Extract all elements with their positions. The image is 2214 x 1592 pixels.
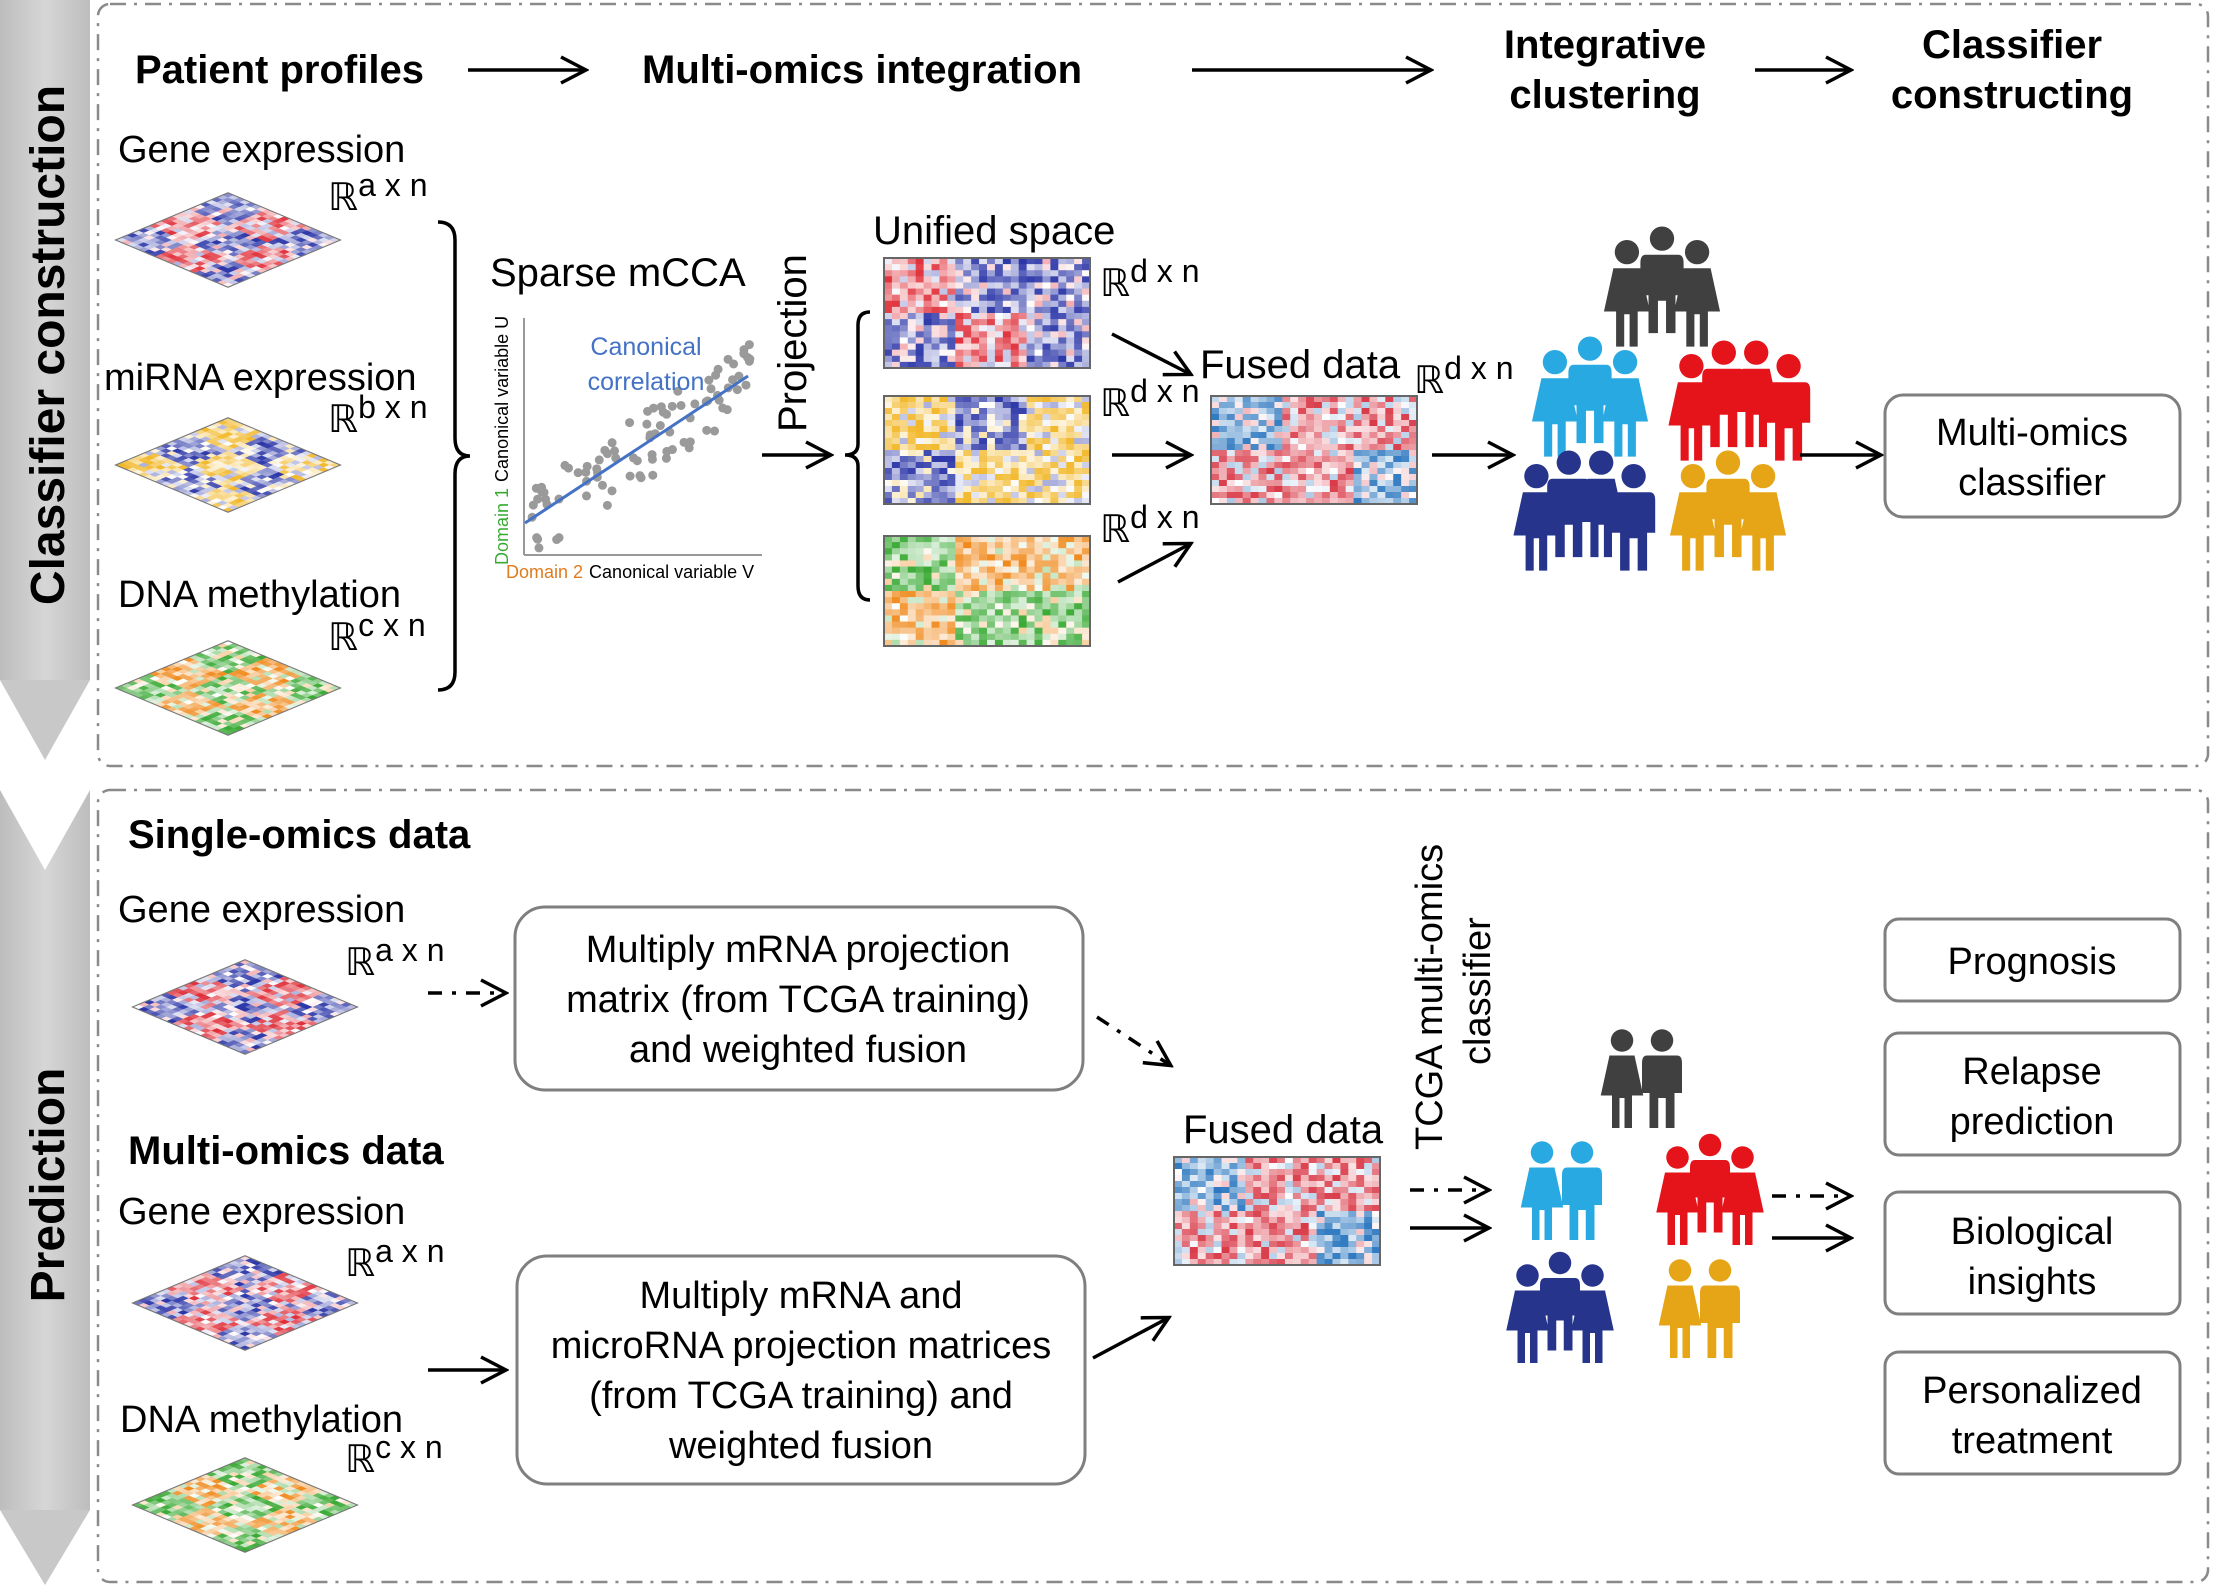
tcga-classifier-label-1: TCGA multi-omics	[1409, 844, 1451, 1150]
dim-gene: ℝa x n	[328, 167, 427, 219]
header-clustering-2: clustering	[1509, 73, 1700, 117]
tcga-classifier-label-2: classifier	[1457, 917, 1499, 1065]
cca-y-axis-label: Domain 1Canonical variable U	[492, 316, 512, 565]
projection-box-single	[513, 905, 1085, 1092]
dim-mirna: ℝb x n	[328, 389, 427, 441]
fused-data-heatmap-top	[1210, 395, 1418, 505]
fused-data-title-bottom: Fused data	[1183, 1108, 1384, 1152]
unified-heatmap-mirna	[883, 395, 1091, 505]
box1-to-fused-arrow	[1096, 1015, 1170, 1065]
box2-to-fused-arrow	[1092, 1318, 1168, 1360]
box2-line3: (from TCGA training) and	[589, 1375, 1013, 1417]
dim-dna: ℝc x n	[328, 607, 426, 659]
box2-line4: weighted fusion	[668, 1425, 933, 1467]
box1-line3: and weighted fusion	[629, 1029, 967, 1071]
unified-heatmap-dna	[883, 535, 1091, 647]
cca-x-axis-label: Domain 2 Canonical variable V	[506, 562, 754, 582]
patient-clusters-bottom	[1506, 1029, 1764, 1363]
multi-omics-title: Multi-omics data	[128, 1129, 444, 1173]
canonical-correlation-line	[524, 374, 749, 525]
multiomics-classifier-text-1: Multi-omics	[1936, 412, 2128, 454]
prediction-frame	[96, 788, 2210, 1584]
outcome-box-personalized	[1883, 1350, 2182, 1476]
pred-dna-heatmap	[131, 1457, 359, 1553]
outcome-prognosis: Prognosis	[1948, 941, 2117, 983]
header-clustering-1: Integrative	[1504, 23, 1706, 67]
fused-data-title-top: Fused data	[1200, 343, 1401, 387]
fuse-arrow-3	[1117, 544, 1190, 584]
box1-line1: Multiply mRNA projection	[586, 929, 1010, 971]
header-classifier-1: Classifier	[1922, 23, 2102, 67]
canonical-label-2: correlation	[588, 368, 705, 396]
projection-box-multi	[515, 1254, 1087, 1486]
pred-gene-heatmap-1	[131, 959, 359, 1055]
outcome-box-biological	[1883, 1190, 2182, 1316]
dim-pred-gene-1: ℝa x n	[345, 932, 444, 984]
section-label-construction: Classifier construction	[22, 85, 75, 605]
construction-frame	[96, 2, 2210, 768]
cca-scatter-plot: Canonical correlation Domain 1Canonical …	[492, 316, 762, 582]
pred-gene-label-1: Gene expression	[118, 889, 405, 931]
dim-unified-1: ℝd x n	[1100, 253, 1199, 305]
omics-dna-label: DNA methylation	[118, 574, 401, 616]
fused-data-heatmap-bottom	[1173, 1156, 1381, 1266]
prediction-section-arrow	[0, 790, 90, 1585]
header-classifier-2: constructing	[1891, 73, 2133, 117]
multiomics-classifier-text-2: classifier	[1958, 462, 2106, 504]
outcome-personalized-2: treatment	[1952, 1420, 2113, 1462]
unified-heatmap-gene	[883, 257, 1091, 369]
outcome-box-relapse	[1883, 1031, 2182, 1157]
header-integration: Multi-omics integration	[642, 48, 1082, 92]
gene-expression-heatmap	[114, 192, 342, 288]
outcome-personalized-1: Personalized	[1922, 1370, 2142, 1412]
pred-gene-label-2: Gene expression	[118, 1191, 405, 1233]
dim-pred-gene-2: ℝa x n	[345, 1233, 444, 1285]
outcome-box-prognosis	[1883, 917, 2182, 1003]
dim-fused-top: ℝd x n	[1414, 350, 1513, 402]
dim-pred-dna: ℝc x n	[345, 1429, 443, 1481]
patient-clusters-top	[1513, 226, 1811, 571]
header-patient-profiles: Patient profiles	[135, 48, 424, 92]
omics-mirna-label: miRNA expression	[104, 357, 417, 399]
outcome-relapse-1: Relapse	[1962, 1051, 2101, 1093]
dim-unified-2: ℝd x n	[1100, 373, 1199, 425]
dim-unified-3: ℝd x n	[1100, 499, 1199, 551]
unified-brace	[844, 310, 871, 602]
multiomics-classifier-box	[1883, 393, 2182, 519]
outcome-relapse-2: prediction	[1950, 1101, 2115, 1143]
pred-dna-label: DNA methylation	[120, 1399, 403, 1441]
single-omics-title: Single-omics data	[128, 813, 471, 857]
pred-gene-heatmap-2	[131, 1255, 359, 1351]
outcome-biological-1: Biological	[1951, 1211, 2114, 1253]
box2-line1: Multiply mRNA and	[639, 1275, 962, 1317]
omics-gene-label: Gene expression	[118, 129, 405, 171]
construction-section-arrow	[0, 0, 90, 760]
omics-brace	[437, 220, 471, 692]
canonical-label-1: Canonical	[590, 333, 701, 361]
dna-methylation-heatmap	[114, 640, 342, 736]
outcome-biological-2: insights	[1968, 1261, 2097, 1303]
projection-label: Projection	[771, 254, 815, 432]
box2-line2: microRNA projection matrices	[551, 1325, 1051, 1367]
cca-title: Sparse mCCA	[490, 251, 746, 295]
section-label-prediction: Prediction	[22, 1068, 75, 1303]
mirna-expression-heatmap	[114, 417, 342, 513]
box1-line2: matrix (from TCGA training)	[566, 979, 1030, 1021]
fuse-arrow-1	[1111, 332, 1190, 374]
unified-space-title: Unified space	[873, 209, 1115, 253]
